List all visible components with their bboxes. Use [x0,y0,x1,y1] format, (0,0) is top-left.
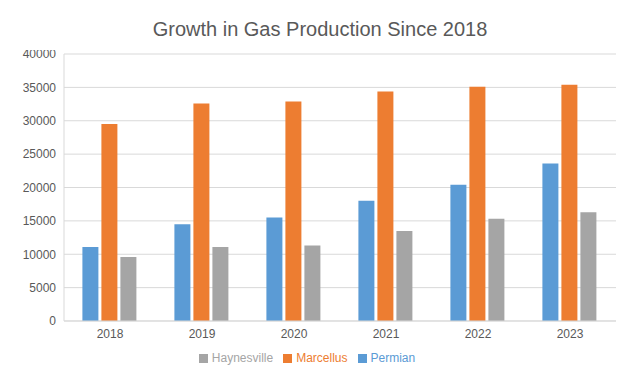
svg-text:15000: 15000 [23,214,57,228]
svg-text:35000: 35000 [23,81,57,95]
svg-text:10000: 10000 [23,248,57,262]
svg-text:2022: 2022 [465,327,492,341]
svg-text:2019: 2019 [189,327,216,341]
html-text:Permian: Permian [370,351,416,365]
svg-text:2021: 2021 [373,327,400,341]
svg-text:5000: 5000 [29,281,56,295]
svg-text:30000: 30000 [23,114,57,128]
html-text:Haynesville: Haynesville [211,351,274,365]
html-text:Marcellus: Marcellus [296,351,348,365]
svg-text:2023: 2023 [557,327,584,341]
svg-text:20000: 20000 [23,181,57,195]
svg-text:0: 0 [49,314,56,328]
svg-text:40000: 40000 [23,50,57,61]
svg-text:25000: 25000 [23,147,57,161]
svg-text:2020: 2020 [281,327,308,341]
html-text:Growth in Gas Production Since: Growth in Gas Production Since 2018 [152,18,488,40]
svg-text:2018: 2018 [97,327,124,341]
